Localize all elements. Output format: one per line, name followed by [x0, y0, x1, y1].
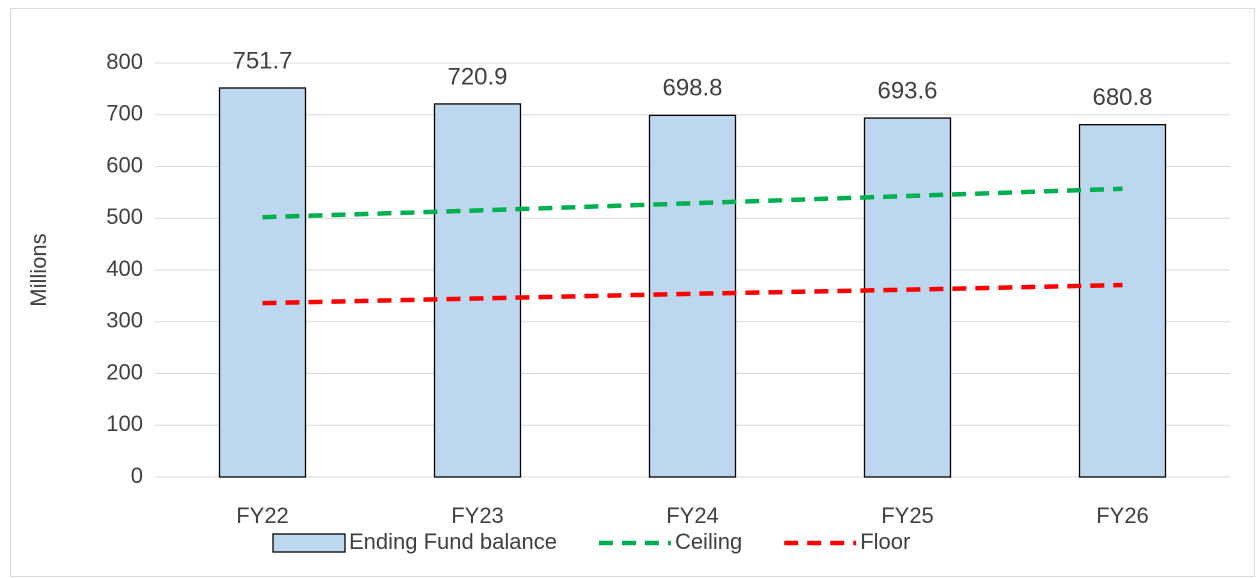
y-tick-label: 700	[106, 101, 143, 126]
y-tick-label: 300	[106, 308, 143, 333]
data-label: 720.9	[447, 63, 507, 90]
legend-swatch	[272, 533, 346, 553]
y-tick-label: 600	[106, 152, 143, 177]
legend-label: Floor	[860, 529, 910, 554]
bar	[218, 87, 307, 478]
y-tick-label: 100	[106, 411, 143, 436]
data-label: 680.8	[1092, 84, 1152, 111]
x-tick-label: FY24	[666, 503, 719, 528]
bar	[433, 103, 522, 478]
y-tick-label: 800	[106, 49, 143, 74]
line	[262, 282, 1123, 306]
x-tick-label: FY26	[1096, 503, 1149, 528]
y-tick-label: 200	[106, 359, 143, 384]
line	[262, 186, 1123, 220]
bar	[863, 117, 952, 478]
data-label: 751.7	[232, 47, 292, 74]
x-tick-label: FY22	[236, 503, 289, 528]
legend-label: Ending Fund balance	[349, 529, 557, 554]
legend-label: Ceiling	[675, 529, 742, 554]
y-axis-label: Millions	[26, 233, 51, 306]
chart-border	[10, 8, 1255, 577]
data-label: 698.8	[662, 75, 722, 102]
data-label: 693.6	[877, 77, 937, 104]
y-tick-label: 0	[131, 463, 143, 488]
x-tick-label: FY25	[881, 503, 934, 528]
y-tick-label: 500	[106, 204, 143, 229]
x-tick-label: FY23	[451, 503, 504, 528]
bar	[1078, 124, 1167, 478]
y-tick-label: 400	[106, 256, 143, 281]
